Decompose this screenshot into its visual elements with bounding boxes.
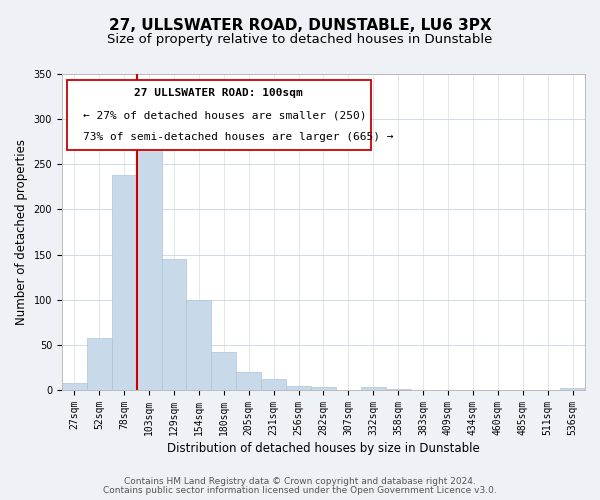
Text: 27, ULLSWATER ROAD, DUNSTABLE, LU6 3PX: 27, ULLSWATER ROAD, DUNSTABLE, LU6 3PX: [109, 18, 491, 32]
Bar: [311, 388, 336, 390]
Bar: [211, 352, 236, 390]
Bar: [187, 300, 211, 390]
Text: 73% of semi-detached houses are larger (665) →: 73% of semi-detached houses are larger (…: [83, 132, 394, 142]
Bar: [161, 259, 187, 390]
Bar: [361, 388, 386, 390]
Text: 27 ULLSWATER ROAD: 100sqm: 27 ULLSWATER ROAD: 100sqm: [134, 88, 303, 98]
Bar: [386, 389, 410, 390]
Text: ← 27% of detached houses are smaller (250): ← 27% of detached houses are smaller (25…: [83, 110, 367, 120]
Bar: [560, 388, 585, 390]
FancyBboxPatch shape: [67, 80, 371, 150]
Bar: [137, 128, 161, 390]
Y-axis label: Number of detached properties: Number of detached properties: [15, 139, 28, 325]
Bar: [286, 386, 311, 390]
Text: Size of property relative to detached houses in Dunstable: Size of property relative to detached ho…: [107, 32, 493, 46]
Bar: [236, 372, 261, 390]
Bar: [87, 338, 112, 390]
Bar: [261, 379, 286, 390]
X-axis label: Distribution of detached houses by size in Dunstable: Distribution of detached houses by size …: [167, 442, 480, 455]
Bar: [112, 175, 137, 390]
Text: Contains public sector information licensed under the Open Government Licence v3: Contains public sector information licen…: [103, 486, 497, 495]
Text: Contains HM Land Registry data © Crown copyright and database right 2024.: Contains HM Land Registry data © Crown c…: [124, 477, 476, 486]
Bar: [62, 383, 87, 390]
